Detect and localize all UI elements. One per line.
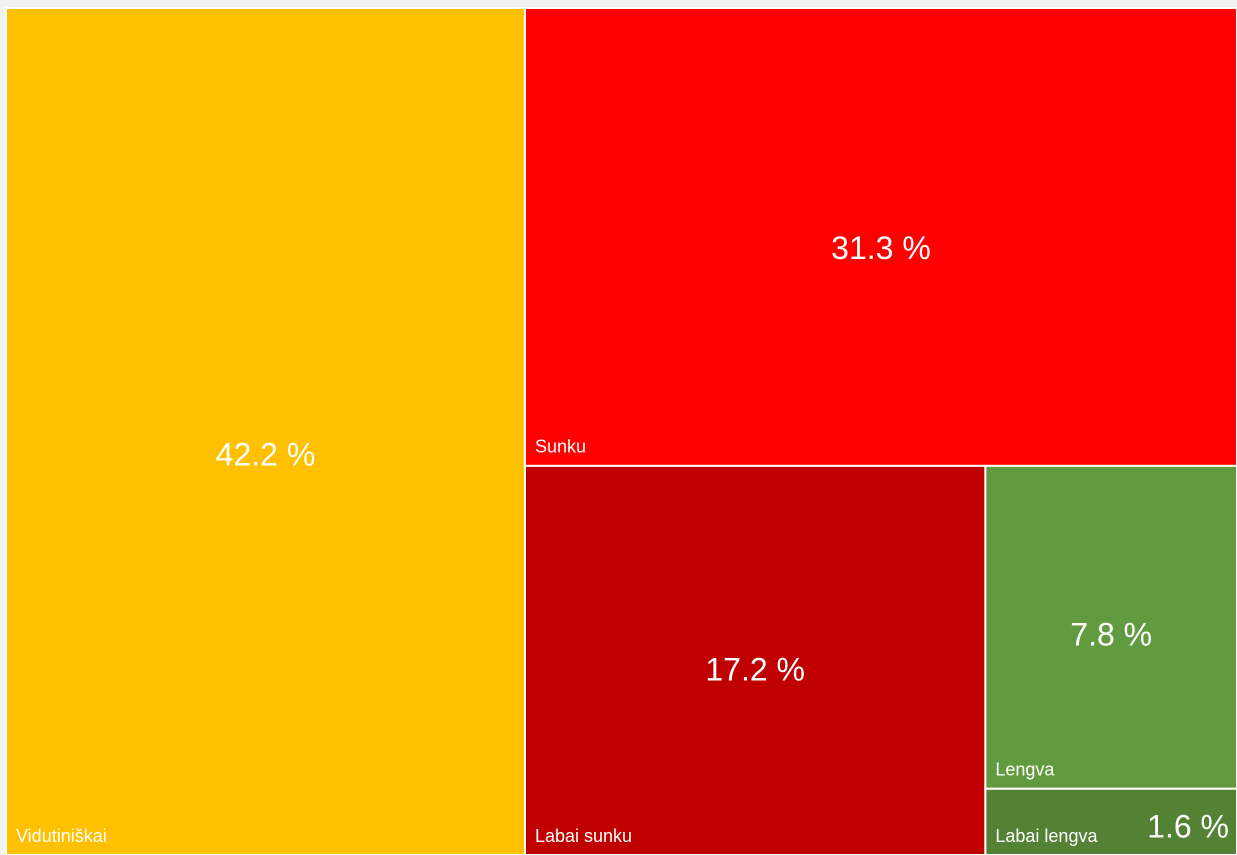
tile-value: 42.2 % — [216, 436, 316, 472]
treemap-tile — [984, 464, 1237, 790]
tile-value: 31.3 % — [831, 230, 931, 266]
tile-name: Sunku — [535, 437, 586, 457]
treemap-tile — [523, 7, 1237, 467]
tile-value: 1.6 % — [1147, 808, 1229, 844]
tile-name: Labai lengva — [995, 826, 1098, 846]
treemap-tile — [984, 787, 1237, 855]
tile-value: 17.2 % — [705, 652, 805, 688]
tile-name: Labai sunku — [535, 826, 632, 846]
treemap-tile — [523, 464, 987, 855]
tile-value: 7.8 % — [1070, 616, 1152, 652]
treemap-tile — [5, 7, 526, 855]
tile-name: Vidutiniškai — [16, 826, 107, 846]
tile-name: Lengva — [995, 760, 1055, 780]
